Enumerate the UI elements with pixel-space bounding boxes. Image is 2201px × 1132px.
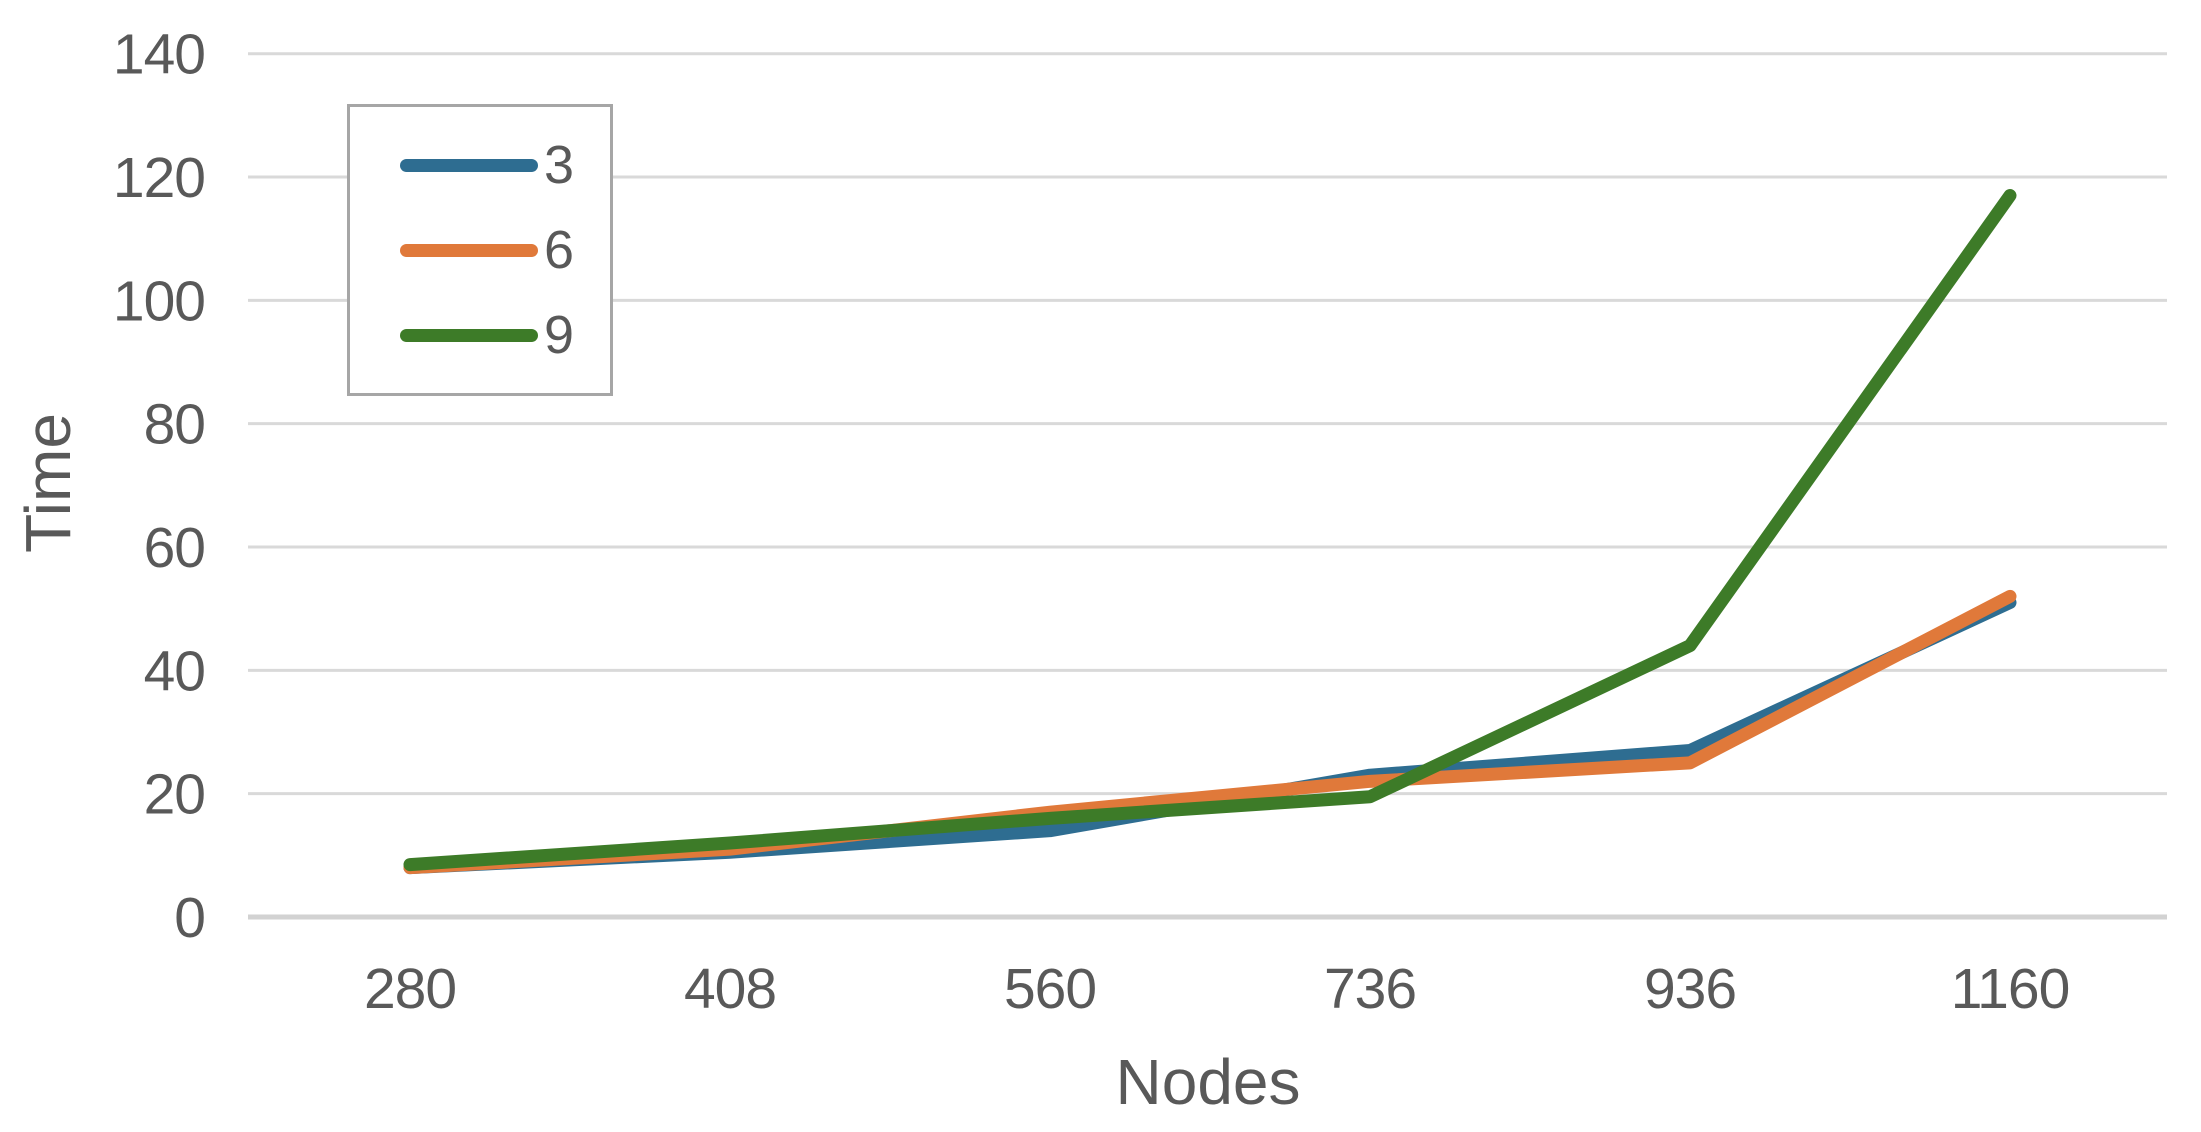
y-tick-label: 0 bbox=[174, 886, 205, 950]
legend-label: 6 bbox=[544, 220, 575, 280]
y-tick-label: 140 bbox=[113, 23, 205, 87]
x-tick-label: 936 bbox=[1644, 957, 1736, 1021]
x-tick-label: 280 bbox=[364, 957, 456, 1021]
x-tick-label: 736 bbox=[1324, 957, 1416, 1021]
legend-label: 3 bbox=[544, 135, 575, 195]
y-tick-label: 60 bbox=[144, 516, 205, 580]
y-tick-label: 120 bbox=[113, 146, 205, 210]
legend-entry-9[interactable]: 9 bbox=[350, 308, 610, 362]
legend: 3 6 9 bbox=[347, 104, 613, 396]
legend-swatch-6 bbox=[400, 243, 538, 257]
x-tick-label: 560 bbox=[1004, 957, 1096, 1021]
y-axis-tick-labels: 0 20 40 60 80 100 120 140 bbox=[113, 23, 206, 950]
y-tick-label: 80 bbox=[144, 393, 205, 457]
x-tick-label: 408 bbox=[684, 957, 776, 1021]
series-line-9[interactable] bbox=[403, 189, 2017, 872]
legend-swatch-9 bbox=[400, 328, 538, 342]
legend-entry-6[interactable]: 6 bbox=[350, 223, 610, 277]
x-axis-tick-labels: 280 408 560 736 936 1160 bbox=[364, 957, 2070, 1021]
legend-label: 9 bbox=[544, 305, 575, 365]
legend-swatch-3 bbox=[400, 158, 538, 172]
x-axis-title: Nodes bbox=[1115, 1046, 1301, 1118]
y-tick-label: 100 bbox=[113, 269, 205, 333]
y-tick-label: 40 bbox=[144, 639, 205, 703]
y-axis-title: Time bbox=[12, 413, 84, 553]
series-lines bbox=[403, 189, 2017, 875]
series-line-6[interactable] bbox=[403, 589, 2017, 875]
legend-entry-3[interactable]: 3 bbox=[350, 138, 610, 192]
x-tick-label: 1160 bbox=[1951, 957, 2070, 1021]
series-line-3[interactable] bbox=[403, 596, 2017, 875]
y-tick-label: 20 bbox=[144, 763, 205, 827]
